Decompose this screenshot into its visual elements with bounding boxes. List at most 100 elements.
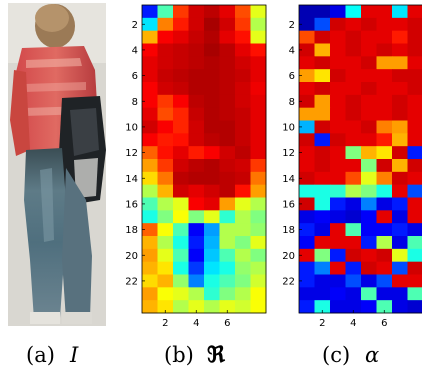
heat-cell-c-r16-c3 [330,197,346,211]
heat-cell-b-r2-c4 [188,17,205,32]
heat-cell-c-r2-c1 [299,17,315,32]
heat-cell-b-r18-c4 [188,223,205,237]
heat-cell-c-r20-c4 [345,248,362,263]
heat-cell-b-r13-c1 [142,159,158,173]
heat-cell-b-r23-c6 [219,287,236,301]
heat-cell-b-r9-c2 [157,107,174,121]
heat-cell-b-r22-c2 [157,274,174,288]
heat-cell-c-r4-c3 [330,43,346,57]
heat-cell-c-r22-c7 [392,274,408,288]
heat-cell-b-r14-c2 [157,171,174,186]
heat-cell-b-r3-c1 [142,30,158,44]
xtick-label-c-4: 4 [350,318,356,329]
heat-cell-b-r24-c3 [173,300,189,314]
caption-b: (b) ℜ [164,342,226,368]
ytick-label-b-2: 2 [132,20,138,31]
heat-cell-b-r5-c1 [142,56,158,70]
heat-cell-c-r12-c3 [330,146,346,160]
heat-cell-c-r13-c2 [314,159,331,173]
heat-cell-c-r20-c5 [361,248,377,263]
ytick-label-c-6: 6 [289,71,295,82]
heat-cell-b-r6-c1 [142,69,158,83]
heat-cell-c-r7-c3 [330,82,346,96]
heat-cell-b-r19-c8 [250,236,267,250]
heat-cell-b-r12-c8 [250,146,267,160]
heat-cell-c-r7-c1 [299,82,315,96]
heat-cell-c-r19-c5 [361,236,377,250]
heat-cell-c-r14-c8 [407,171,422,186]
heat-cell-b-r21-c4 [188,261,205,275]
heat-cell-c-r10-c1 [299,120,315,134]
heat-cell-c-r7-c2 [314,82,331,96]
heat-cell-c-r7-c4 [345,82,362,96]
heat-cell-c-r20-c6 [376,248,393,263]
heat-cell-c-r9-c2 [314,107,331,121]
heat-cell-c-r4-c1 [299,43,315,57]
heat-cell-b-r15-c2 [157,184,174,198]
heat-cell-b-r2-c6 [219,17,236,32]
heat-cell-b-r19-c7 [235,236,251,250]
xtick-label-c-2: 2 [319,318,325,329]
ytick-label-c-14: 14 [282,174,295,185]
heat-cell-b-r23-c2 [157,287,174,301]
heat-cell-b-r3-c7 [235,30,251,44]
heat-cell-b-r4-c7 [235,43,251,57]
heat-cell-b-r17-c7 [235,210,251,224]
heat-cell-c-r12-c5 [361,146,377,160]
heat-cell-b-r11-c8 [250,133,267,147]
heat-cell-b-r20-c7 [235,248,251,263]
heat-cell-b-r23-c7 [235,287,251,301]
heat-cell-c-r22-c5 [361,274,377,288]
heat-cell-b-r19-c4 [188,236,205,250]
heat-cell-b-r7-c6 [219,82,236,96]
heat-cell-c-r9-c5 [361,107,377,121]
ytick-label-b-18: 18 [125,225,138,236]
heat-cell-c-r10-c5 [361,120,377,134]
heat-cell-c-r14-c6 [376,171,393,186]
heat-cell-b-r10-c5 [204,120,220,134]
heat-cell-c-r1-c4 [345,5,362,19]
heat-cell-b-r11-c1 [142,133,158,147]
ytick-label-b-22: 22 [125,276,138,287]
heat-cell-c-r3-c4 [345,30,362,44]
heat-cell-c-r15-c7 [392,184,408,198]
heat-cell-c-r13-c6 [376,159,393,173]
heat-cell-c-r6-c5 [361,69,377,83]
heat-cell-c-r6-c2 [314,69,331,83]
heat-cell-c-r16-c2 [314,197,331,211]
heat-cell-b-r1-c7 [235,5,251,19]
heat-cell-b-r11-c3 [173,133,189,147]
heat-cell-c-r17-c8 [407,210,422,224]
heat-cell-c-r12-c2 [314,146,331,160]
heat-cell-b-r19-c2 [157,236,174,250]
heat-cell-b-r19-c6 [219,236,236,250]
heat-cell-c-r24-c8 [407,300,422,314]
heat-cell-b-r11-c7 [235,133,251,147]
heat-cell-c-r24-c4 [345,300,362,314]
heat-cell-c-r13-c7 [392,159,408,173]
heat-cell-b-r22-c6 [219,274,236,288]
heat-cell-b-r7-c5 [204,82,220,96]
heat-cell-c-r3-c5 [361,30,377,44]
heat-cell-b-r6-c5 [204,69,220,83]
heat-cell-b-r3-c4 [188,30,205,44]
heat-cell-c-r18-c6 [376,223,393,237]
heat-cell-c-r17-c2 [314,210,331,224]
heat-cell-c-r23-c8 [407,287,422,301]
heat-cell-b-r1-c5 [204,5,220,19]
heat-cell-c-r20-c2 [314,248,331,263]
heat-cell-c-r11-c4 [345,133,362,147]
heat-cell-c-r14-c2 [314,171,331,186]
heat-cell-c-r6-c6 [376,69,393,83]
heat-cell-b-r15-c8 [250,184,267,198]
heat-cell-c-r5-c1 [299,56,315,70]
heat-cell-b-r14-c4 [188,171,205,186]
heat-cell-b-r12-c6 [219,146,236,160]
heat-cell-b-r2-c3 [173,17,189,32]
heat-cell-c-r3-c8 [407,30,422,44]
heat-cell-b-r12-c4 [188,146,205,160]
heat-cell-c-r12-c8 [407,146,422,160]
heat-cell-b-r15-c3 [173,184,189,198]
ytick-label-c-12: 12 [282,148,295,159]
